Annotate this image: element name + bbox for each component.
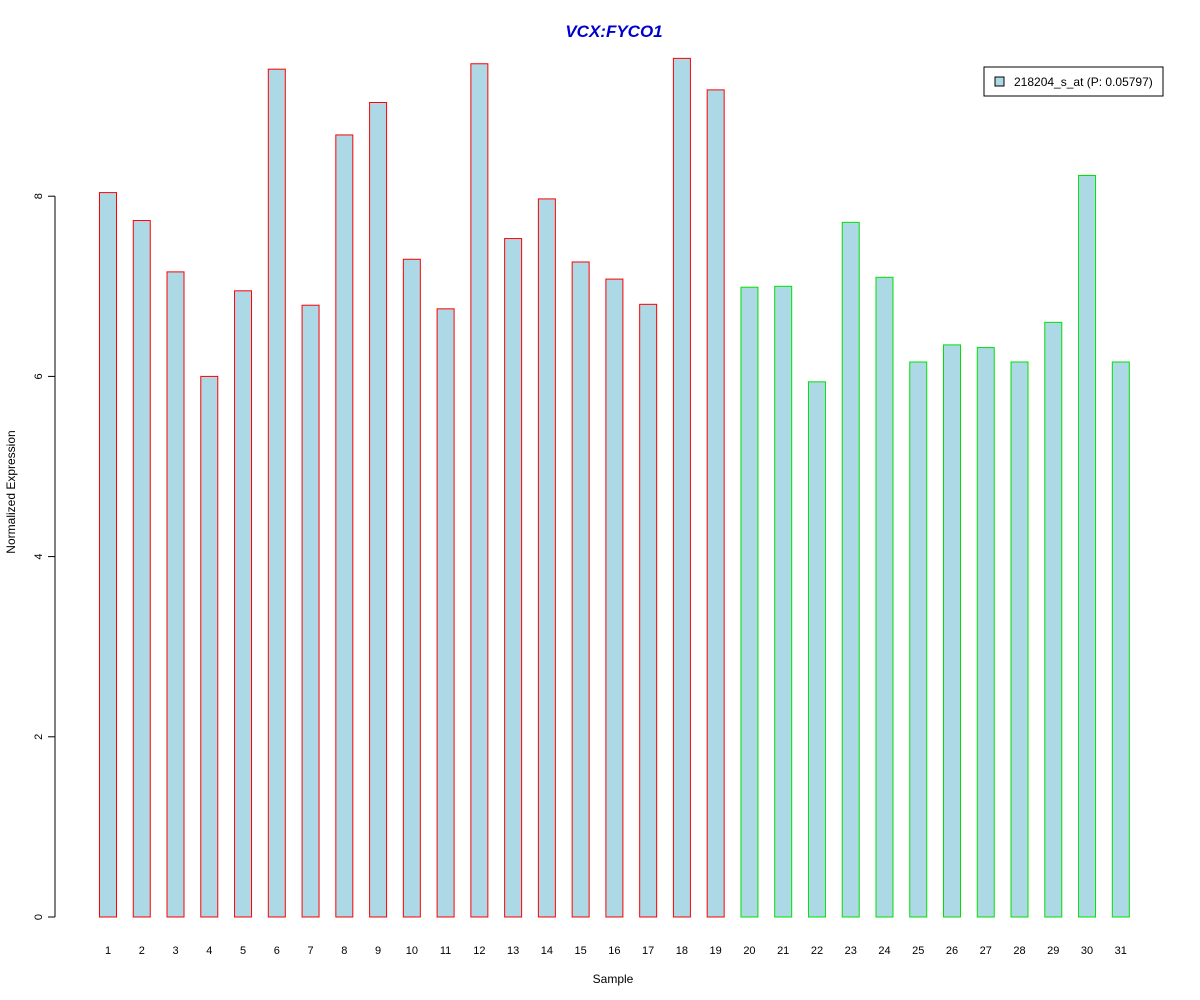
bar-sample-17: [639, 303, 658, 918]
bar-sample-27: [976, 347, 995, 918]
bar-sample-29: [1044, 321, 1063, 918]
x-tick-label: 5: [240, 945, 246, 957]
x-tick-label: 1: [105, 945, 111, 957]
bar-sample-28: [1010, 361, 1029, 918]
bar-sample-1: [99, 192, 117, 918]
bar-sample-6: [267, 68, 286, 918]
x-tick-label: 6: [274, 945, 280, 957]
x-tick-label: 16: [608, 945, 620, 957]
x-tick-label: 8: [341, 945, 347, 957]
bars: [99, 57, 1130, 918]
bar-sample-9: [369, 102, 388, 918]
x-tick-label: 18: [676, 945, 688, 957]
x-tick-label: 9: [375, 945, 381, 957]
bar-sample-31: [1111, 361, 1130, 918]
x-tick-label: 14: [541, 945, 553, 957]
y-axis: 0 2 4 6 8: [33, 193, 56, 920]
x-tick-label: 13: [507, 945, 519, 957]
bar-sample-12: [470, 63, 489, 918]
bar-sample-19: [706, 89, 725, 918]
bar-sample-8: [335, 134, 354, 918]
x-tick-label: 28: [1013, 945, 1025, 957]
x-tick-label: 17: [642, 945, 654, 957]
bar-sample-25: [909, 361, 928, 918]
x-tick-label: 3: [172, 945, 178, 957]
bar-sample-15: [571, 261, 590, 918]
x-tick-label: 23: [845, 945, 857, 957]
bar-sample-23: [841, 221, 860, 918]
x-axis-label: Sample: [593, 972, 634, 986]
y-axis-label: Normalized Expression: [4, 430, 18, 553]
bar-sample-16: [605, 278, 624, 918]
chart-title: VCX:FYCO1: [565, 22, 662, 41]
x-tick-label: 20: [743, 945, 755, 957]
x-tick-label: 21: [777, 945, 789, 957]
bar-sample-11: [436, 308, 455, 918]
bar-sample-21: [774, 285, 793, 918]
bar-sample-7: [301, 304, 320, 918]
bar-sample-20: [740, 286, 759, 918]
legend-entry: 218204_s_at (P: 0.05797): [1014, 75, 1153, 89]
bar-sample-18: [672, 57, 691, 918]
bar-sample-5: [234, 290, 253, 918]
x-tick-label: 10: [406, 945, 418, 957]
bar-sample-4: [200, 375, 219, 918]
x-tick-label: 26: [946, 945, 958, 957]
x-tick-label: 15: [575, 945, 587, 957]
bar-sample-30: [1078, 174, 1097, 918]
x-tick-label: 29: [1047, 945, 1059, 957]
x-tick-labels: 1 2 3 4 5 6 7 8 9 10 11 12 13 14 15 16 17 18 19 20 21 22 23 24 2…: [105, 945, 1127, 957]
legend-swatch: [994, 76, 1005, 87]
bar-sample-3: [166, 271, 185, 918]
y-tick-label: 2: [33, 734, 45, 740]
x-tick-label: 22: [811, 945, 823, 957]
x-tick-label: 19: [710, 945, 722, 957]
bar-sample-22: [807, 381, 826, 918]
x-tick-label: 12: [473, 945, 485, 957]
x-tick-label: 2: [139, 945, 145, 957]
x-tick-label: 30: [1081, 945, 1093, 957]
x-tick-label: 27: [980, 945, 992, 957]
legend: 218204_s_at (P: 0.05797): [983, 66, 1164, 97]
x-tick-label: 24: [878, 945, 890, 957]
bar-sample-2: [132, 220, 151, 918]
x-tick-label: 25: [912, 945, 924, 957]
x-tick-label: 11: [440, 945, 451, 957]
x-tick-label: 31: [1115, 945, 1127, 957]
bar-sample-24: [875, 276, 894, 918]
y-tick-label: 6: [33, 373, 45, 379]
legend-box: [983, 66, 1164, 97]
y-tick-label: 8: [33, 193, 45, 199]
y-tick-label: 0: [33, 914, 45, 920]
bar-sample-13: [504, 238, 523, 918]
x-tick-label: 4: [206, 945, 212, 957]
bar-sample-10: [402, 258, 421, 918]
bar-sample-14: [537, 198, 556, 918]
bar-sample-26: [943, 344, 961, 918]
x-tick-label: 7: [307, 945, 313, 957]
y-tick-label: 4: [33, 554, 45, 560]
